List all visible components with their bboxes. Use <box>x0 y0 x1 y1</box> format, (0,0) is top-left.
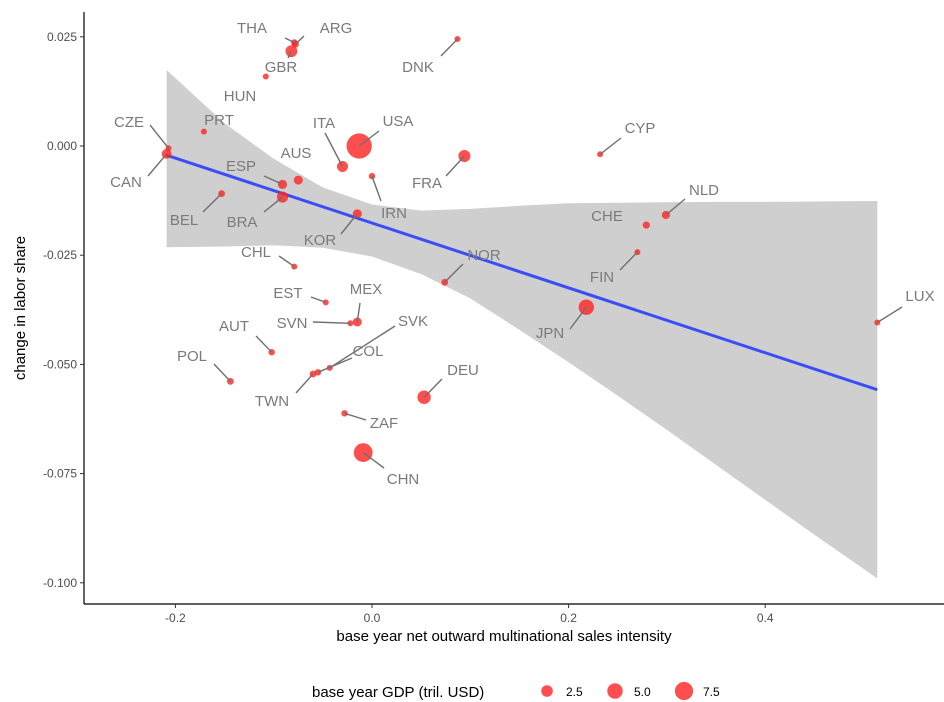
label-connector-nld <box>665 198 686 216</box>
label-connector-can <box>147 153 168 177</box>
legend-label-1: 2.5 <box>566 685 583 699</box>
x-tick-label: 0.0 <box>364 611 381 625</box>
label-connector-est <box>310 296 327 304</box>
point-label-pol: POL <box>177 348 207 365</box>
label-connector-deu <box>423 378 443 398</box>
point-label-arg: ARG <box>320 20 353 37</box>
label-connector-col <box>317 357 353 373</box>
label-connector-irn <box>371 175 382 202</box>
point-label-bra: BRA <box>227 214 258 231</box>
y-tick-label: -0.025 <box>43 248 77 262</box>
point-labels-layer: THA ARG GBR DNK HUN PRT CZE CAN ITA USA CYP AUS ESP F… <box>110 20 934 488</box>
label-connector-chl <box>278 255 295 268</box>
y-tick-label: 0.000 <box>47 139 77 153</box>
point-label-nor: NOR <box>467 247 501 264</box>
point-label-aus: AUS <box>281 145 312 162</box>
legend-key-2 <box>607 683 623 699</box>
legend: base year GDP (tril. USD) 2.5 5.0 7.5 <box>312 681 720 701</box>
label-connector-jpn <box>569 306 587 330</box>
point-label-bel: BEL <box>170 212 198 229</box>
legend-key-1 <box>541 685 553 697</box>
point-label-che: CHE <box>591 208 623 225</box>
label-connector-cyp <box>599 137 622 155</box>
label-connector-bel <box>202 193 223 213</box>
point-label-deu: DEU <box>447 362 479 379</box>
point-label-est: EST <box>273 285 302 302</box>
point-label-tha: THA <box>237 20 267 37</box>
label-connector-svk <box>329 325 396 369</box>
x-axis-title: base year net outward multinational sale… <box>336 628 672 645</box>
point-label-mex: MEX <box>350 281 383 298</box>
label-connector-cze <box>149 124 170 149</box>
point-label-svn: SVN <box>277 315 308 332</box>
point-label-jpn: JPN <box>536 325 564 342</box>
legend-label-2: 5.0 <box>634 685 651 699</box>
label-connector-fin <box>619 251 638 271</box>
point-label-esp: ESP <box>226 158 256 175</box>
point-gbr <box>285 45 298 58</box>
point-label-fin: FIN <box>590 269 614 286</box>
point-label-kor: KOR <box>304 232 337 249</box>
point-label-twn: TWN <box>255 393 289 410</box>
point-label-gbr: GBR <box>265 59 298 76</box>
label-connector-lux <box>876 306 903 324</box>
point-col <box>314 369 322 376</box>
label-connector-usa <box>358 130 380 147</box>
label-connector-zaf <box>344 412 367 421</box>
point-label-svk: SVK <box>398 313 428 330</box>
legend-label-3: 7.5 <box>703 685 720 699</box>
legend-key-3 <box>674 681 694 701</box>
point-label-aut: AUT <box>219 318 249 335</box>
label-connector-mex <box>356 302 361 323</box>
label-connector-fra <box>445 155 465 177</box>
confidence-band <box>166 70 878 579</box>
legend-title: base year GDP (tril. USD) <box>312 684 484 701</box>
x-tick-label: 0.2 <box>560 611 577 625</box>
label-connector-arg <box>294 35 305 45</box>
label-connector-kor <box>340 213 358 235</box>
label-connector-twn <box>295 373 314 394</box>
label-connector-esp <box>263 175 283 186</box>
label-connector-aut <box>255 335 273 353</box>
label-connector-nor <box>444 263 464 283</box>
point-label-irn: IRN <box>381 205 407 222</box>
point-label-usa: USA <box>383 113 414 130</box>
y-tick-label: -0.050 <box>43 357 77 371</box>
x-tick-label: 0.4 <box>757 611 774 625</box>
point-label-chl: CHL <box>241 244 271 261</box>
point-label-fra: FRA <box>412 175 442 192</box>
point-hun <box>262 73 269 80</box>
label-connector-pol <box>213 363 231 382</box>
label-connector-gbr <box>287 50 293 59</box>
y-tick-label: 0.025 <box>47 30 77 44</box>
y-tick-label: -0.075 <box>43 467 77 481</box>
y-tick-label: -0.100 <box>43 576 77 590</box>
confidence-band-layer <box>166 70 878 579</box>
point-label-can: CAN <box>110 174 142 191</box>
point-label-lux: LUX <box>905 288 934 305</box>
point-label-prt: PRT <box>204 112 234 129</box>
point-aus <box>293 175 303 185</box>
point-label-ita: ITA <box>313 115 335 132</box>
label-connector-dnk <box>440 38 459 57</box>
x-tick-label: -0.2 <box>165 611 186 625</box>
label-connector-chn <box>362 452 385 469</box>
point-label-nld: NLD <box>689 182 719 199</box>
label-connector-ita <box>324 132 344 167</box>
point-label-hun: HUN <box>224 88 257 105</box>
point-label-cze: CZE <box>114 114 144 131</box>
point-prt <box>200 128 207 135</box>
y-axis-title: change in labor share <box>12 236 29 380</box>
label-connector-bra <box>263 196 283 213</box>
label-connector-svn <box>312 321 351 324</box>
axes-layer: -0.2 0.0 0.2 0.4 0.025 0.000 -0.025 -0.050 -0.07… <box>43 12 944 625</box>
point-label-zaf: ZAF <box>370 415 398 432</box>
point-che <box>642 221 650 229</box>
label-connector-tha <box>284 37 295 44</box>
point-label-cyp: CYP <box>625 120 656 137</box>
point-label-col: COL <box>353 343 384 360</box>
point-label-dnk: DNK <box>402 59 434 76</box>
point-label-chn: CHN <box>387 471 420 488</box>
